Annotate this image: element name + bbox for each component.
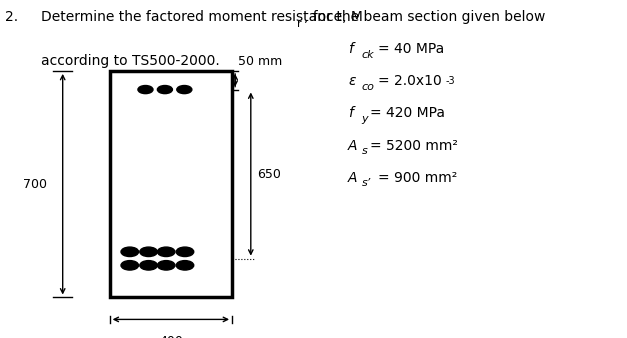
Text: = 420 MPa: = 420 MPa	[370, 106, 445, 120]
Text: s’: s’	[362, 178, 371, 188]
Text: = 5200 mm²: = 5200 mm²	[370, 139, 458, 152]
Text: 50 mm: 50 mm	[238, 55, 283, 68]
Circle shape	[176, 247, 194, 257]
Circle shape	[138, 86, 153, 94]
Text: 2.: 2.	[5, 10, 18, 24]
Text: = 2.0x10: = 2.0x10	[378, 74, 442, 88]
Text: Determine the factored moment resistance, M: Determine the factored moment resistance…	[41, 10, 362, 24]
Circle shape	[140, 261, 157, 270]
Text: according to TS500-2000.: according to TS500-2000.	[41, 54, 219, 68]
Text: co: co	[362, 82, 375, 92]
Text: f: f	[348, 42, 353, 56]
Circle shape	[121, 261, 139, 270]
Text: -3: -3	[446, 76, 455, 86]
Circle shape	[177, 86, 192, 94]
Text: A: A	[348, 139, 357, 152]
Circle shape	[157, 261, 175, 270]
Circle shape	[176, 261, 194, 270]
Text: f: f	[348, 106, 353, 120]
Bar	[110, 71, 232, 297]
Circle shape	[140, 247, 157, 257]
Text: = 40 MPa: = 40 MPa	[378, 42, 445, 56]
Text: 700: 700	[23, 178, 47, 191]
Text: = 900 mm²: = 900 mm²	[378, 171, 457, 185]
Text: s: s	[362, 146, 367, 156]
Text: 400: 400	[159, 335, 183, 338]
Circle shape	[157, 86, 172, 94]
Text: ck: ck	[362, 50, 374, 60]
Text: , for the beam section given below: , for the beam section given below	[304, 10, 545, 24]
Circle shape	[157, 247, 175, 257]
Text: ε: ε	[348, 74, 356, 88]
Circle shape	[121, 247, 139, 257]
Text: r: r	[297, 19, 301, 29]
Text: y: y	[362, 114, 369, 124]
Text: A: A	[348, 171, 357, 185]
Text: 650: 650	[257, 168, 281, 180]
